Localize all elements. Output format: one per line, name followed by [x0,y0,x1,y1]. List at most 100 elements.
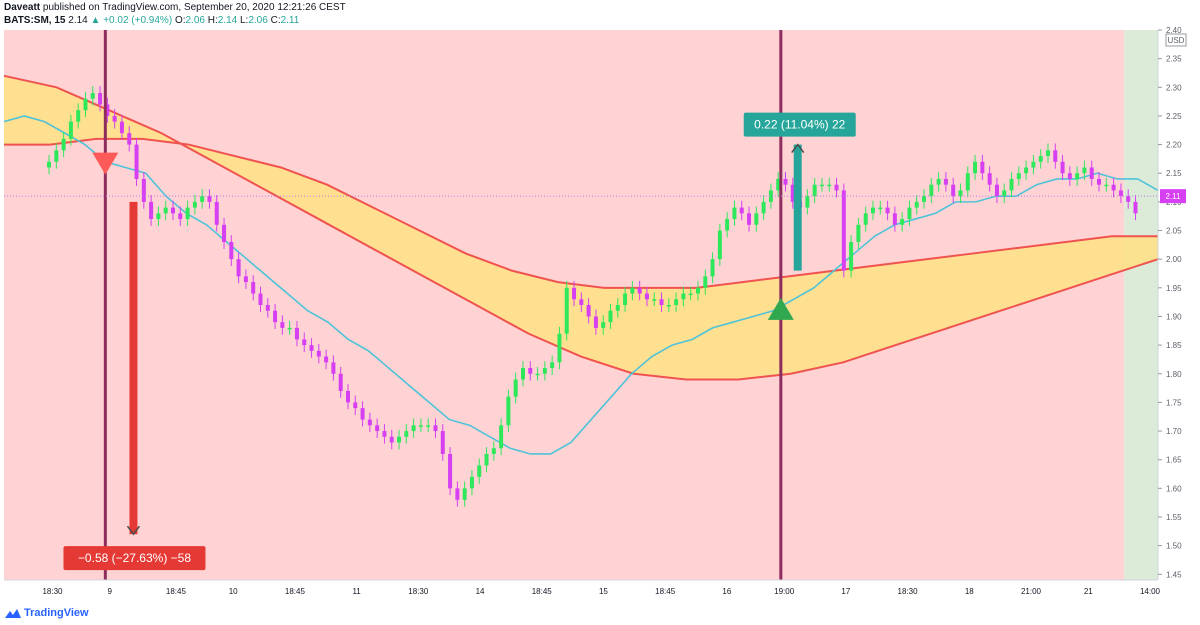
candle-body-142 [1082,167,1087,174]
candle-body-47 [389,436,394,443]
fast-ma-line [3,115,1159,455]
y-tick-label-12: 1.80 [1166,370,1182,379]
candle-body-116 [892,213,897,225]
candle-body-17 [170,207,175,214]
y-tick-label-16: 1.60 [1166,484,1182,493]
candle-body-61 [491,448,496,454]
candle-body-73 [579,299,584,305]
publication-line: Daveatt published on TradingView.com, Se… [4,2,346,13]
candle-body-16 [163,207,168,214]
candle-body-136 [1038,156,1043,162]
candle-body-35 [302,339,307,346]
trade-arrowhead-1 [791,143,805,154]
y-tick-label-5: 2.15 [1166,169,1182,178]
candle-body-104 [805,196,810,208]
candle-body-105 [812,184,817,197]
x-tick-label-2: 18:45 [166,587,187,596]
y-tick-label-4: 2.20 [1166,141,1182,150]
x-tick-label-6: 18:30 [408,587,429,596]
last-price: 2.14 [68,15,88,26]
candle-body-132 [1009,178,1014,191]
candle-body-145 [1104,184,1109,187]
candle-body-133 [1016,173,1021,179]
y-tick-label-10: 1.90 [1166,312,1182,321]
candle-body-7 [98,93,103,105]
x-tick-label-7: 14 [476,587,485,596]
candle-body-129 [987,173,992,185]
candle-body-1 [54,150,59,162]
candle-body-19 [185,207,190,220]
candle-body-84 [659,299,664,305]
candle-body-87 [681,293,686,300]
time-axis-bg [4,580,1158,602]
slow-ma-upper-line [4,137,1158,289]
high-label: H: [207,15,218,26]
candle-body-86 [674,299,679,305]
candle-body-55 [448,453,453,489]
candle-body-36 [309,345,314,351]
candle-body-125 [958,190,963,197]
candle-body-38 [324,356,329,363]
symbol-label[interactable]: BATS:SM, 15 [4,15,66,26]
candle-body-29 [258,293,263,305]
candle-body-143 [1089,167,1094,179]
candle-body-107 [827,184,832,187]
candle-body-2 [61,138,66,151]
candle-body-77 [608,310,613,323]
candle-body-51 [418,425,423,427]
candle-body-134 [1024,167,1029,174]
candle-body-141 [1075,173,1080,179]
candle-body-23 [214,201,219,225]
last-price-tag-text: 2.11 [1166,192,1182,201]
candle-body-135 [1031,161,1036,168]
candle-body-67 [535,373,540,376]
y-tick-label-14: 1.70 [1166,427,1182,436]
trade-label-box-0 [63,546,206,571]
x-tick-label-18: 14:00 [1140,587,1161,596]
trade-bar-1 [793,144,802,271]
candle-body-88 [688,293,693,296]
candle-body-46 [382,431,387,437]
tradingview-logo-icon[interactable] [4,606,22,620]
price-change: +0.02 (+0.94%) [103,15,173,26]
x-tick-label-11: 16 [722,587,731,596]
candle-body-12 [134,144,139,179]
trade-label-text-0: −0.58 (−27.63%) −58 [78,551,191,565]
candle-body-140 [1067,173,1072,179]
author-name[interactable]: Daveatt [4,2,41,13]
published-text: published on TradingView.com, September … [42,2,346,13]
candle-body-71 [564,287,569,334]
candle-body-109 [841,190,846,271]
candle-body-22 [207,196,212,202]
ma-envelope-fill [4,75,1158,380]
candle-body-34 [294,327,299,340]
candle-body-117 [900,219,905,225]
x-tick-label-3: 10 [229,587,238,596]
candle-body-41 [345,390,350,403]
brand-name[interactable]: TradingView [24,607,89,619]
candle-body-42 [353,402,358,409]
high-value: 2.14 [217,15,238,26]
candle-body-115 [885,207,890,214]
candle-body-20 [192,201,197,208]
candle-body-64 [513,379,518,397]
candle-body-18 [178,213,183,220]
candle-body-108 [834,184,839,191]
candle-body-85 [666,305,671,307]
candle-body-75 [593,316,598,328]
x-tick-label-9: 15 [599,587,608,596]
candle-body-139 [1060,161,1065,174]
candle-body-13 [141,178,146,202]
y-tick-label-1: 2.35 [1166,55,1182,64]
candle-body-56 [455,488,460,500]
candle-body-90 [703,276,708,288]
y-tick-label-7: 2.05 [1166,227,1182,236]
x-tick-label-15: 18 [965,587,974,596]
candle-body-124 [951,184,956,197]
trade-label-text-1: 0.22 (11.04%) 22 [754,118,845,132]
candle-body-59 [477,465,482,477]
trade-label-box-1 [743,112,856,137]
candle-body-146 [1111,184,1116,191]
candle-body-10 [119,121,124,134]
